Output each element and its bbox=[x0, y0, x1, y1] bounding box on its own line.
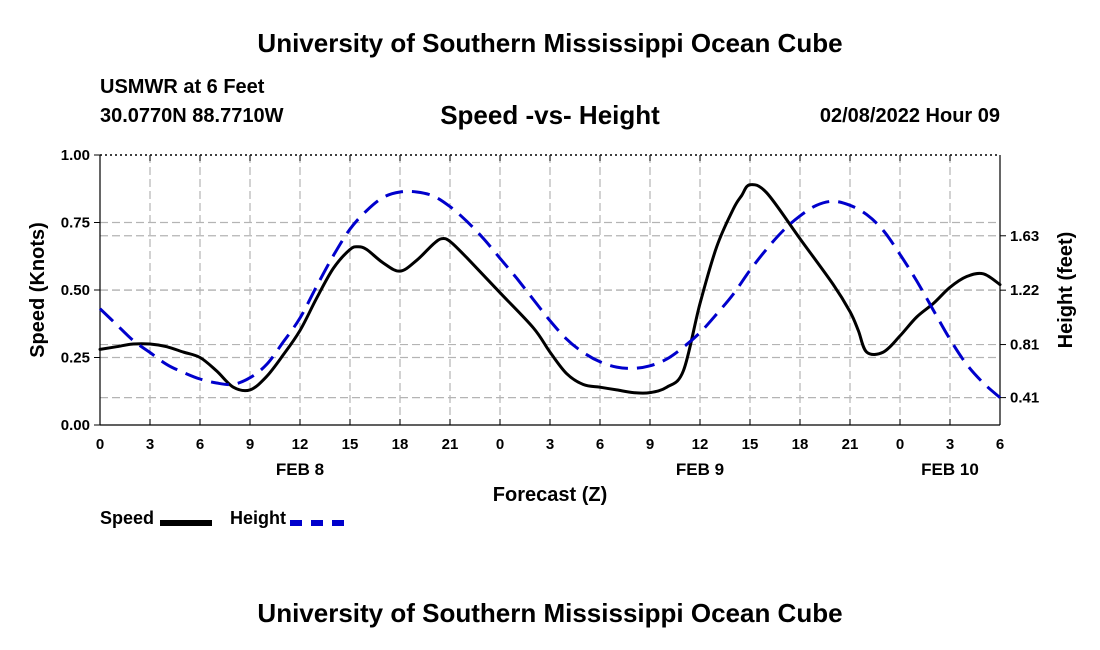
x-tick-label: 3 bbox=[146, 436, 154, 453]
x-tick-label: 6 bbox=[196, 436, 204, 453]
y-left-tick-label: 0.00 bbox=[61, 417, 90, 434]
legend-speed-label: Speed bbox=[100, 508, 155, 528]
x-tick-label: 18 bbox=[392, 436, 409, 453]
footer-title: University of Southern Mississippi Ocean… bbox=[257, 598, 843, 628]
y-right-axis-title: Height (feet) bbox=[1055, 232, 1077, 349]
x-tick-label: 12 bbox=[692, 436, 709, 453]
x-tick-label: 0 bbox=[96, 436, 104, 453]
y-right-tick-label: 1.63 bbox=[1010, 228, 1039, 245]
legend-height-label: Height bbox=[230, 508, 286, 528]
x-tick-label: 3 bbox=[546, 436, 554, 453]
legend-height-line bbox=[290, 520, 344, 526]
chart-subtitle: Speed -vs- Height bbox=[440, 100, 660, 130]
x-axis-title: Forecast (Z) bbox=[493, 484, 607, 506]
date-label: FEB 9 bbox=[676, 460, 724, 479]
x-tick-label: 21 bbox=[442, 436, 459, 453]
x-tick-label: 12 bbox=[292, 436, 309, 453]
height-series-line bbox=[98, 189, 1001, 399]
y-left-tick-label: 1.00 bbox=[61, 147, 90, 164]
x-tick-label: 3 bbox=[946, 436, 954, 453]
y-left-axis-title: Speed (Knots) bbox=[27, 222, 49, 358]
speed-series-line bbox=[98, 183, 1002, 395]
y-right-tick-label: 0.81 bbox=[1010, 337, 1039, 354]
x-tick-label: 0 bbox=[896, 436, 904, 453]
x-tick-label: 0 bbox=[496, 436, 504, 453]
legend-speed-line bbox=[160, 520, 212, 526]
date-label: FEB 10 bbox=[921, 460, 979, 479]
x-tick-label: 21 bbox=[842, 436, 859, 453]
y-right-tick-label: 0.41 bbox=[1010, 390, 1039, 407]
y-left-tick-label: 0.50 bbox=[61, 282, 90, 299]
x-tick-label: 15 bbox=[742, 436, 759, 453]
station-name: USMWR at 6 Feet bbox=[100, 76, 265, 98]
x-tick-label: 15 bbox=[342, 436, 359, 453]
chart-title: University of Southern Mississippi Ocean… bbox=[257, 28, 843, 58]
date-label: FEB 8 bbox=[276, 460, 324, 479]
x-tick-label: 6 bbox=[996, 436, 1004, 453]
forecast-datetime: 02/08/2022 Hour 09 bbox=[819, 105, 1000, 127]
station-coordinates: 30.0770N 88.7710W bbox=[100, 105, 284, 127]
x-tick-label: 9 bbox=[246, 436, 254, 453]
x-tick-label: 18 bbox=[792, 436, 809, 453]
y-left-tick-label: 0.75 bbox=[61, 215, 90, 232]
x-tick-label: 6 bbox=[596, 436, 604, 453]
y-right-tick-label: 1.22 bbox=[1010, 282, 1039, 299]
y-left-tick-label: 0.25 bbox=[61, 350, 90, 367]
x-tick-label: 9 bbox=[646, 436, 654, 453]
